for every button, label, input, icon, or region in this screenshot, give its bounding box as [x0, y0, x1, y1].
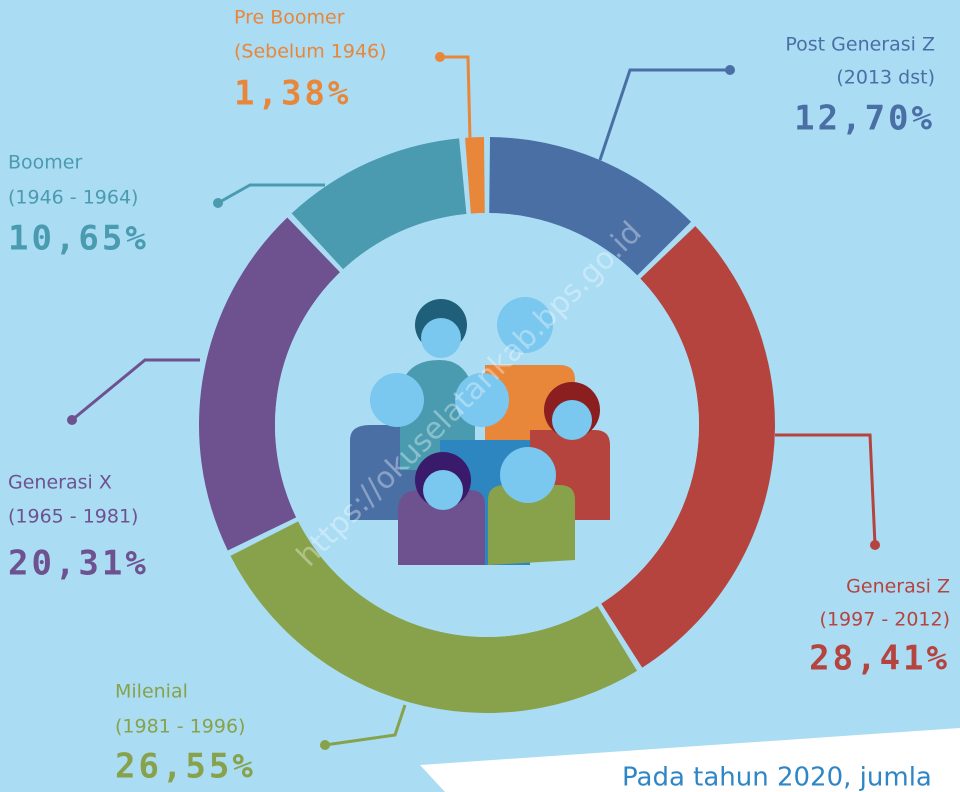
- leader-dot: [320, 740, 330, 750]
- leader-line: [600, 70, 730, 160]
- value-label: 28,41%: [809, 639, 950, 679]
- leader-dot: [213, 198, 223, 208]
- category-label: Boomer: [8, 152, 82, 174]
- leader-dot: [67, 415, 77, 425]
- infographic: https://okuselatankab.bps.go.id Pada tah…: [0, 0, 960, 792]
- leader-dot: [725, 65, 735, 75]
- value-label: 1,38%: [234, 74, 351, 114]
- footer-text: Pada tahun 2020, jumla: [622, 763, 932, 792]
- leader-line: [325, 705, 405, 745]
- value-label: 12,70%: [794, 99, 935, 139]
- category-label: Post Generasi Z: [785, 34, 935, 56]
- leader-dot: [870, 540, 880, 550]
- period-label: (1946 - 1964): [8, 187, 138, 209]
- leader-line: [775, 435, 875, 545]
- period-label: (1965 - 1981): [8, 506, 138, 528]
- value-label: 26,55%: [115, 747, 256, 787]
- leader-dot: [435, 52, 445, 62]
- category-label: Milenial: [115, 681, 188, 703]
- people-icon: [275, 213, 699, 637]
- value-label: 20,31%: [8, 544, 149, 584]
- period-label: (1997 - 2012): [820, 609, 950, 631]
- category-label: Pre Boomer: [234, 7, 345, 29]
- period-label: (2013 dst): [836, 67, 935, 89]
- value-label: 10,65%: [8, 219, 149, 259]
- leader-line: [440, 57, 470, 140]
- category-label: Generasi X: [8, 472, 112, 494]
- category-label: Generasi Z: [846, 576, 950, 598]
- donut-segment: [465, 137, 485, 214]
- period-label: (1981 - 1996): [115, 716, 245, 738]
- period-label: (Sebelum 1946): [234, 41, 387, 63]
- leader-line: [72, 360, 200, 420]
